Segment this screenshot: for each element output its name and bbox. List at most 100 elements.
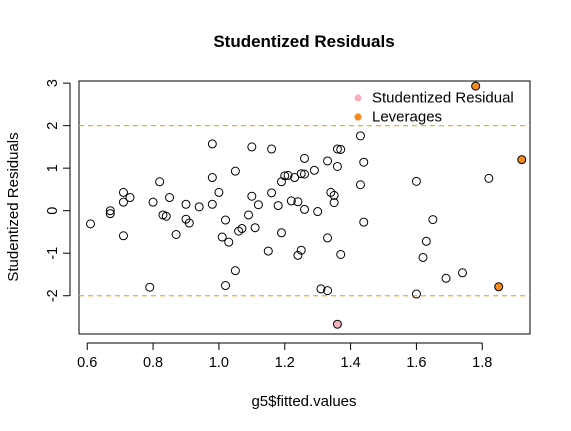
data-point xyxy=(309,165,319,175)
data-point xyxy=(214,187,224,197)
highlighted-point xyxy=(494,282,504,292)
data-point xyxy=(244,210,254,220)
x-tick-label: 1.4 xyxy=(341,355,361,371)
legend-label: Leverages xyxy=(372,109,442,126)
data-point xyxy=(293,197,303,207)
x-tick-label: 0.8 xyxy=(143,355,163,371)
data-point xyxy=(290,173,300,183)
data-point xyxy=(230,166,240,176)
data-point xyxy=(194,202,204,212)
y-axis-label: Studentized Residuals xyxy=(5,132,22,281)
data-point xyxy=(355,131,365,141)
legend-marker xyxy=(354,94,362,102)
data-point xyxy=(332,161,342,171)
data-point xyxy=(118,197,128,207)
data-point xyxy=(217,232,227,242)
data-point xyxy=(323,156,333,166)
data-point xyxy=(329,198,339,208)
x-tick-label: 1.2 xyxy=(275,355,295,371)
data-point xyxy=(411,176,421,186)
data-point xyxy=(276,177,286,187)
y-tick-label: -1 xyxy=(45,247,61,260)
data-point xyxy=(165,193,175,203)
x-tick-label: 1.6 xyxy=(406,355,426,371)
data-point xyxy=(207,139,217,149)
data-point xyxy=(484,173,494,183)
highlighted-point xyxy=(471,81,481,91)
data-point xyxy=(105,209,115,219)
y-tick-label: 0 xyxy=(45,207,61,215)
data-point xyxy=(118,231,128,241)
data-point xyxy=(267,144,277,154)
data-point xyxy=(253,200,263,210)
data-point xyxy=(118,187,128,197)
data-point xyxy=(250,223,260,233)
chart-title: Studentized Residuals xyxy=(213,32,394,51)
data-point xyxy=(411,289,421,299)
y-tick-label: 3 xyxy=(45,79,61,87)
y-axis: -2 -1 0 1 2 3 xyxy=(45,79,71,302)
data-point xyxy=(323,233,333,243)
x-axis: 0.6 0.8 1.0 1.2 1.4 1.6 1.8 xyxy=(77,342,492,371)
data-point xyxy=(359,217,369,227)
legend-label: Studentized Residual xyxy=(372,90,514,107)
data-point xyxy=(283,170,293,180)
data-point xyxy=(230,266,240,276)
data-point xyxy=(184,218,194,228)
data-point xyxy=(418,252,428,262)
data-point xyxy=(316,284,326,294)
data-point xyxy=(145,282,155,292)
data-point xyxy=(207,173,217,183)
plot-area-box xyxy=(78,80,531,335)
data-point xyxy=(237,224,247,234)
data-point xyxy=(293,250,303,260)
data-point xyxy=(224,237,234,247)
data-point xyxy=(181,199,191,209)
data-point xyxy=(359,157,369,167)
x-tick-label: 0.6 xyxy=(77,355,97,371)
x-tick-label: 1.0 xyxy=(209,355,229,371)
data-point xyxy=(247,142,257,152)
data-point xyxy=(86,219,96,229)
reference-lines xyxy=(79,125,530,297)
data-point xyxy=(171,230,181,240)
data-point xyxy=(286,196,296,206)
data-point xyxy=(296,169,306,179)
x-tick-label: 1.8 xyxy=(472,355,492,371)
data-point xyxy=(105,206,115,216)
legend-marker xyxy=(354,113,362,121)
data-point xyxy=(247,191,257,201)
data-point xyxy=(263,246,273,256)
data-point xyxy=(441,273,451,283)
data-point xyxy=(428,215,438,225)
data-point xyxy=(276,228,286,238)
data-point xyxy=(421,236,431,246)
data-point xyxy=(355,180,365,190)
data-point xyxy=(220,281,230,291)
legend: Studentized Residual Leverages xyxy=(354,90,514,126)
data-point xyxy=(300,169,309,179)
x-axis-label: g5$fitted.values xyxy=(251,393,356,410)
data-point xyxy=(207,199,217,209)
data-point xyxy=(220,215,230,225)
highlighted-point xyxy=(332,319,342,329)
highlighted-point xyxy=(517,155,527,165)
data-point xyxy=(300,153,309,163)
data-point xyxy=(332,144,342,154)
data-point xyxy=(458,268,468,278)
data-point xyxy=(148,197,158,207)
data-point xyxy=(323,286,333,296)
data-points xyxy=(86,81,527,329)
y-tick-label: 2 xyxy=(45,122,61,130)
data-point xyxy=(326,187,336,197)
y-tick-label: 1 xyxy=(45,164,61,172)
data-point xyxy=(313,207,323,217)
data-point xyxy=(273,201,283,211)
data-point xyxy=(280,171,290,181)
data-point xyxy=(267,188,277,198)
data-point xyxy=(300,204,309,214)
data-point xyxy=(155,177,165,187)
data-point xyxy=(125,193,135,203)
data-point xyxy=(161,211,171,221)
